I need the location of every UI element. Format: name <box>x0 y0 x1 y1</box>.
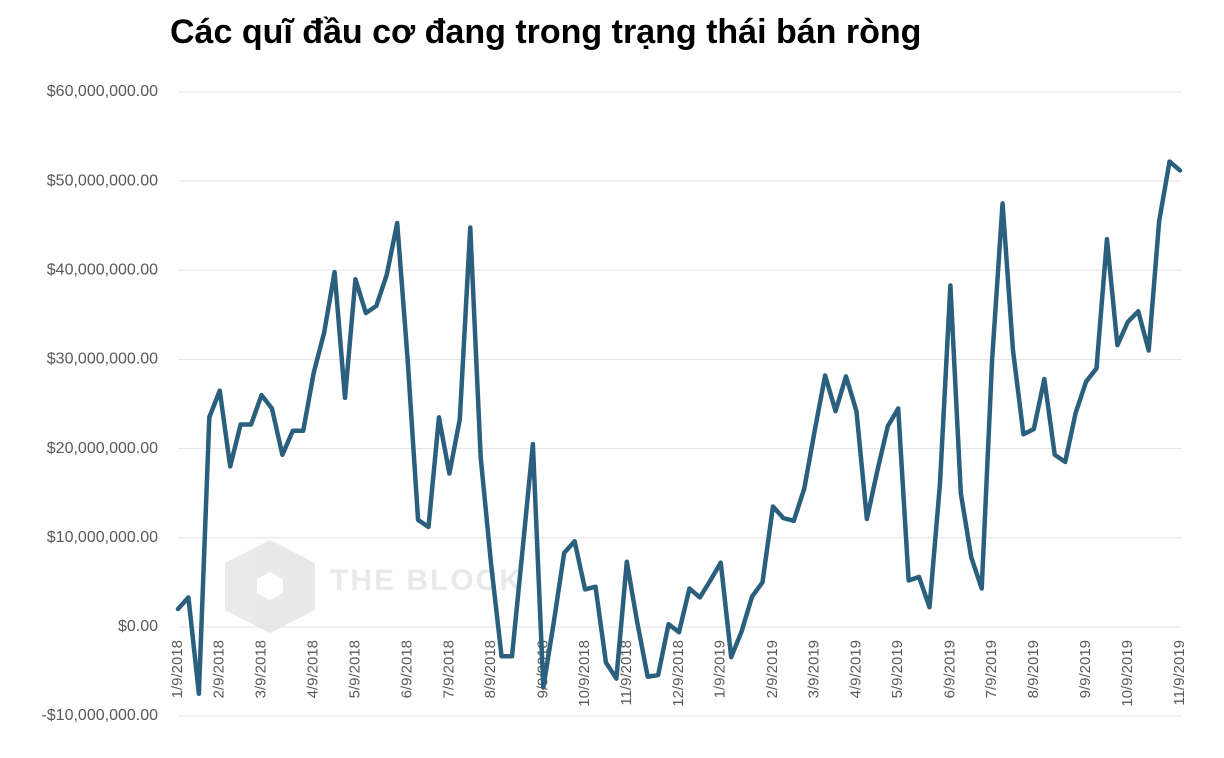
x-tick-label: 11/9/2019 <box>1171 640 1188 706</box>
x-tick-label: 8/9/2019 <box>1025 640 1042 698</box>
watermark-logo-inner <box>257 572 283 600</box>
x-tick-label: 12/9/2018 <box>670 640 687 707</box>
y-tick-label: -$10,000,000.00 <box>41 707 158 724</box>
x-tick-label: 5/9/2018 <box>346 640 363 698</box>
x-tick-label: 1/9/2018 <box>169 640 186 698</box>
x-tick-label: 3/9/2019 <box>806 640 823 698</box>
x-tick-label: 7/9/2018 <box>440 640 457 698</box>
y-tick-label: $30,000,000.00 <box>47 351 158 368</box>
x-tick-label: 11/9/2018 <box>618 640 635 706</box>
watermark-logo <box>225 540 315 633</box>
x-tick-label: 2/9/2018 <box>211 640 228 698</box>
x-tick-label: 7/9/2019 <box>983 640 1000 698</box>
x-tick-label: 4/9/2019 <box>847 640 864 698</box>
watermark: THE BLOCK <box>225 540 523 633</box>
x-tick-label: 2/9/2019 <box>764 640 781 698</box>
x-tick-label: 6/9/2018 <box>399 640 416 698</box>
x-tick-label: 1/9/2019 <box>712 640 729 698</box>
x-tick-label: 4/9/2018 <box>305 640 322 698</box>
y-tick-label: $10,000,000.00 <box>47 529 158 546</box>
x-tick-label: 5/9/2019 <box>889 640 906 698</box>
watermark-text: THE BLOCK <box>330 564 523 597</box>
x-tick-label: 3/9/2018 <box>252 640 269 698</box>
x-tick-label: 9/9/2019 <box>1077 640 1094 698</box>
y-tick-label: $40,000,000.00 <box>47 262 158 279</box>
x-tick-label: 6/9/2019 <box>941 640 958 698</box>
y-tick-label: $60,000,000.00 <box>47 83 158 100</box>
x-tick-label: 10/9/2019 <box>1119 640 1136 707</box>
x-tick-label: 8/9/2018 <box>482 640 499 698</box>
y-tick-label: $50,000,000.00 <box>47 172 158 189</box>
y-tick-label: $0.00 <box>118 618 158 635</box>
chart-title: Các quĩ đầu cơ đang trong trạng thái bán… <box>170 13 921 51</box>
x-tick-label: 10/9/2018 <box>576 640 593 707</box>
data-line <box>175 159 1183 696</box>
y-tick-label: $20,000,000.00 <box>47 440 158 457</box>
